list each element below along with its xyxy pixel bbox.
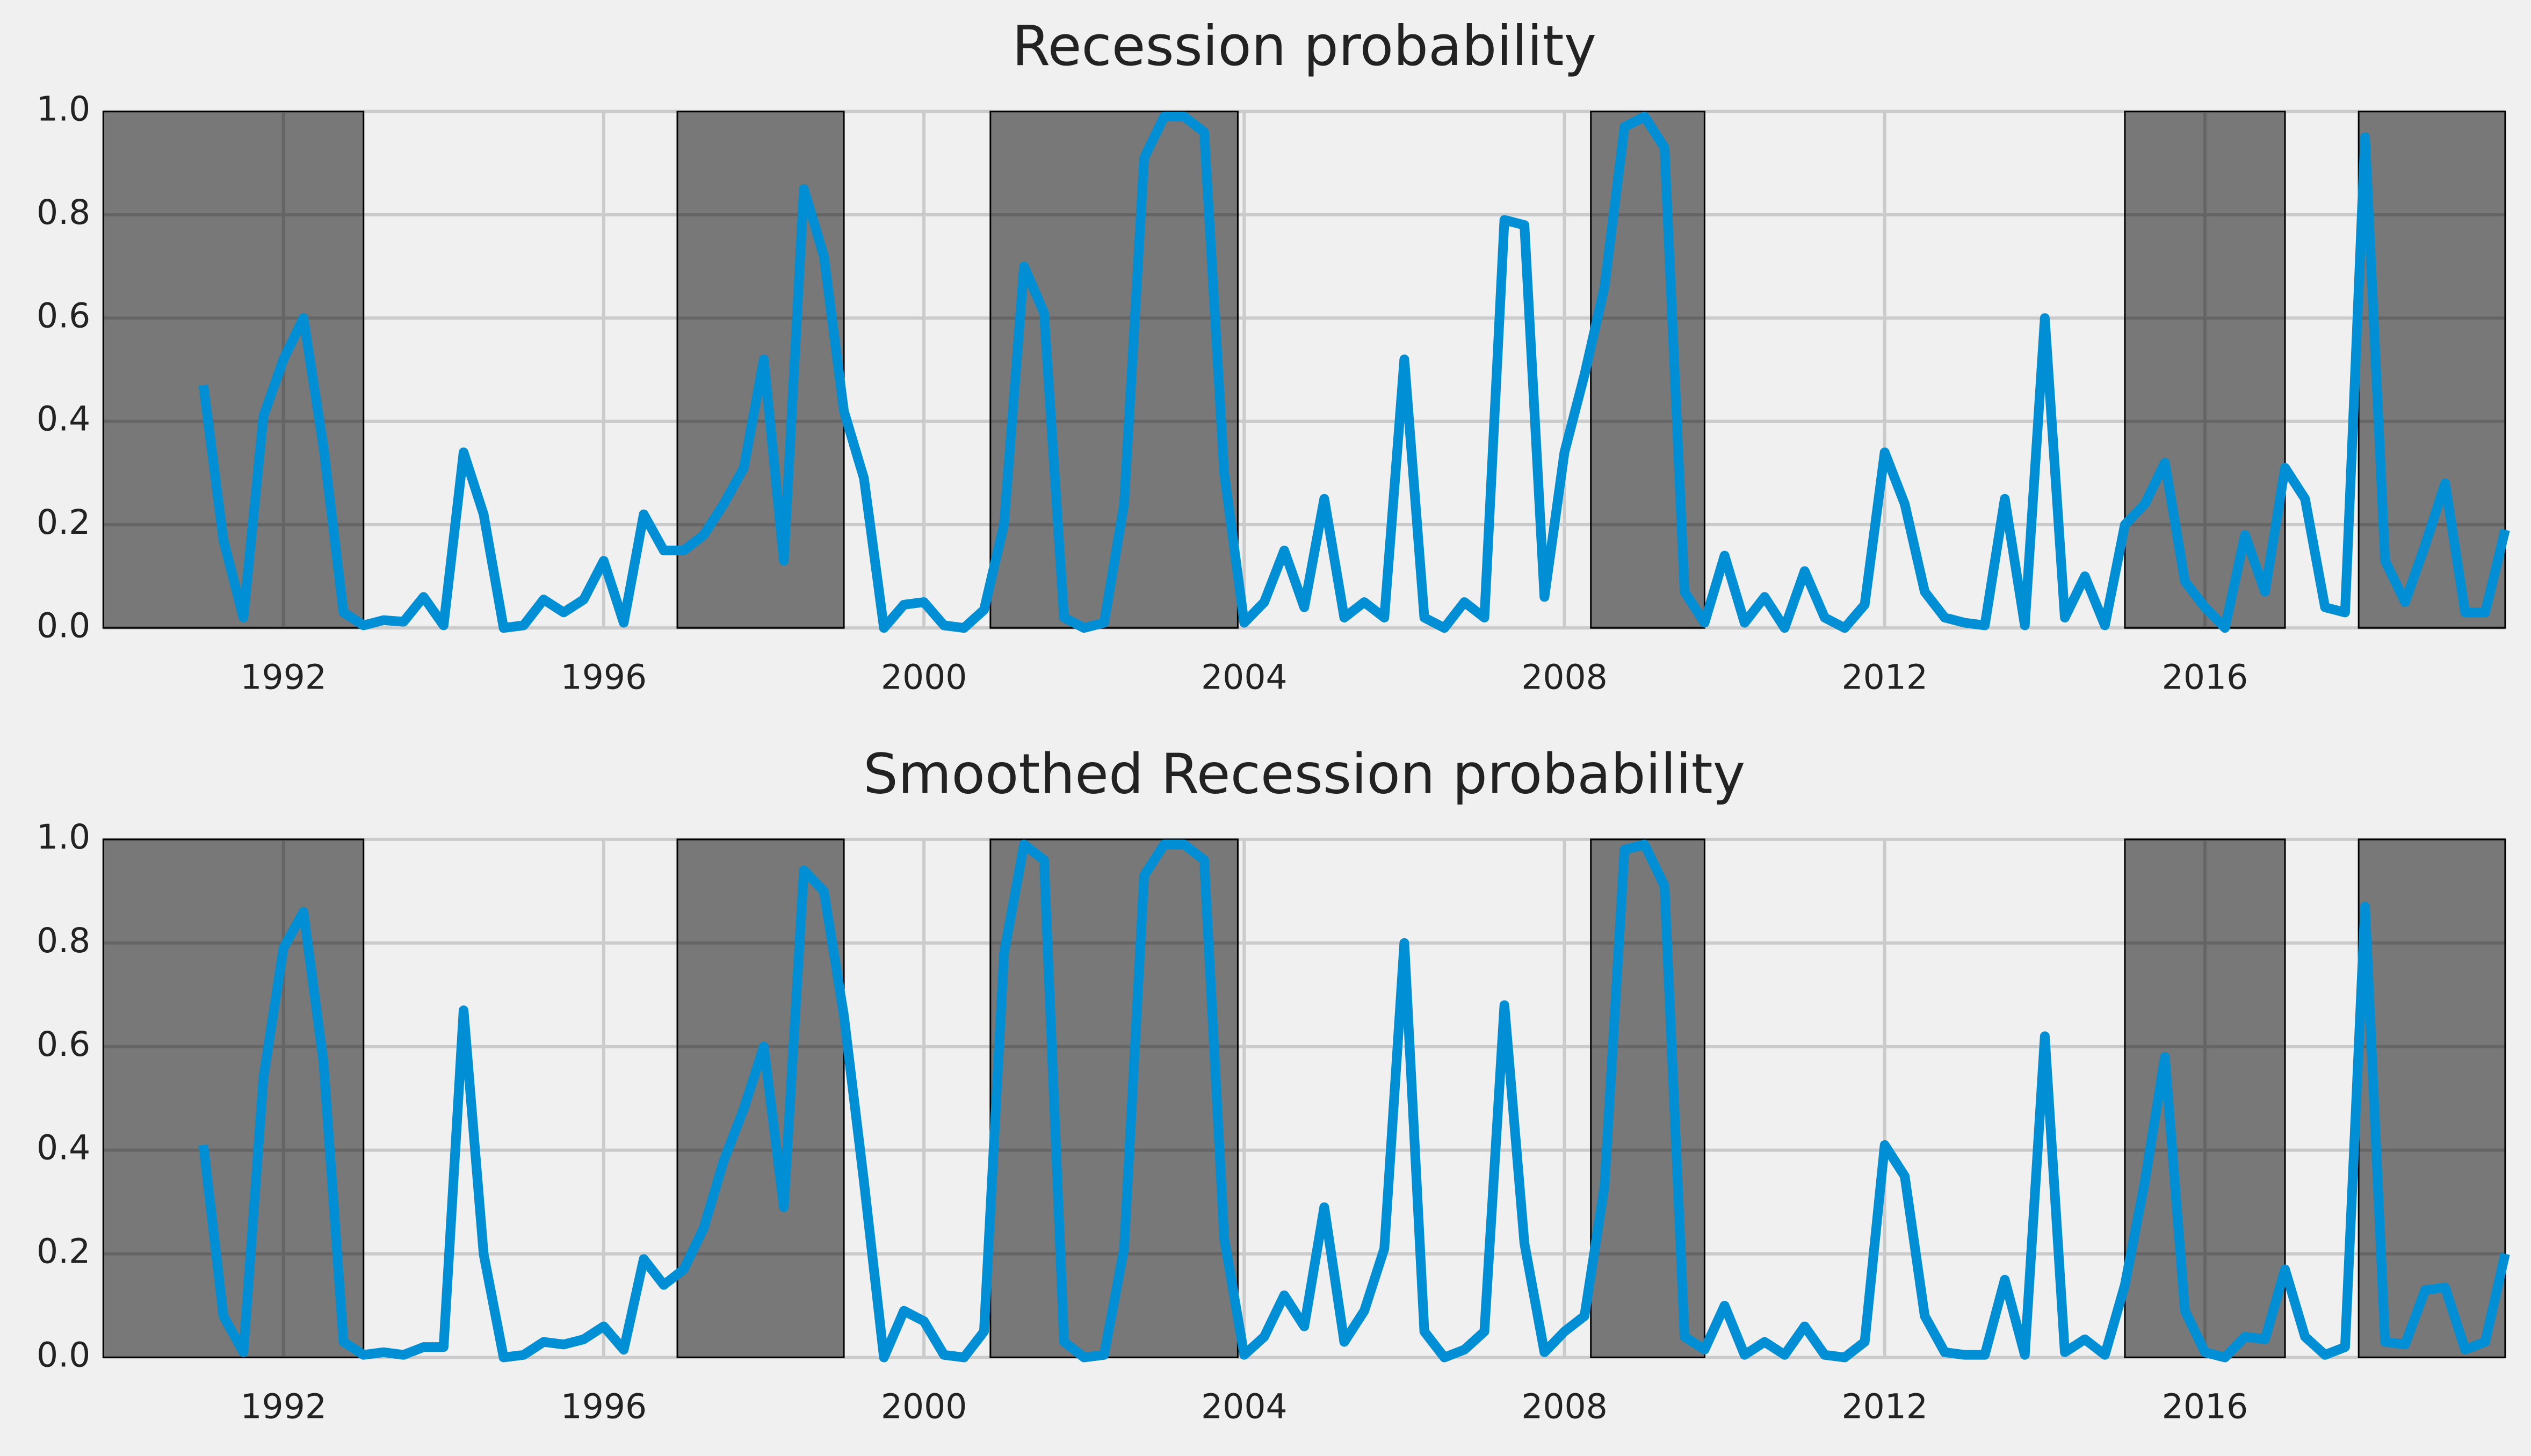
recession-band	[102, 838, 365, 1358]
x-tick-label: 1992	[240, 657, 327, 697]
line	[198, 839, 2510, 1363]
y-tick-label: 0.4	[37, 1128, 90, 1168]
line	[198, 112, 2510, 633]
subplot: Recession probability 0.0 0.2 0.4 0.6 0.8 1.0 1…	[37, 15, 2510, 697]
y-tick-label: 0.6	[37, 1024, 90, 1064]
x-tick-label: 2000	[881, 1387, 967, 1426]
x-tick-label: 1996	[561, 1387, 647, 1426]
x-tick-label: 1992	[240, 1387, 327, 1426]
y-tick-label: 1.0	[37, 89, 90, 129]
y-tick-label: 0.6	[37, 295, 90, 335]
x-tick-label: 2016	[2162, 1387, 2248, 1426]
chart-title: Recession probability	[1012, 15, 1596, 78]
subplot: Smoothed Recession probability 0.0 0.2 0.4 0…	[37, 742, 2510, 1426]
y-tick-label: 0.0	[37, 1335, 90, 1375]
y-tick-label: 0.8	[37, 192, 90, 232]
recession-band	[102, 111, 365, 629]
y-tick-label: 0.2	[37, 1232, 90, 1271]
x-tick-label: 2012	[1841, 657, 1928, 697]
y-tick-label: 0.4	[37, 399, 90, 439]
recession-band	[676, 838, 845, 1358]
x-tick-label: 2000	[881, 657, 967, 697]
recession-band	[989, 838, 1239, 1358]
chart-title: Smoothed Recession probability	[863, 742, 1745, 806]
y-tick-label: 0.0	[37, 605, 90, 645]
x-tick-label: 1996	[561, 657, 647, 697]
x-tick-label: 2016	[2162, 657, 2248, 697]
x-tick-label: 2012	[1841, 1387, 1928, 1426]
x-tick-label: 2008	[1521, 657, 1608, 697]
recession-band	[2124, 111, 2286, 629]
y-tick-label: 0.8	[37, 921, 90, 960]
y-tick-label: 1.0	[37, 817, 90, 857]
x-tick-label: 2004	[1201, 1387, 1288, 1426]
x-tick-label: 2004	[1201, 657, 1288, 697]
y-tick-label: 0.2	[37, 502, 90, 542]
x-tick-label: 2008	[1521, 1387, 1608, 1426]
recession-band	[2124, 838, 2286, 1358]
